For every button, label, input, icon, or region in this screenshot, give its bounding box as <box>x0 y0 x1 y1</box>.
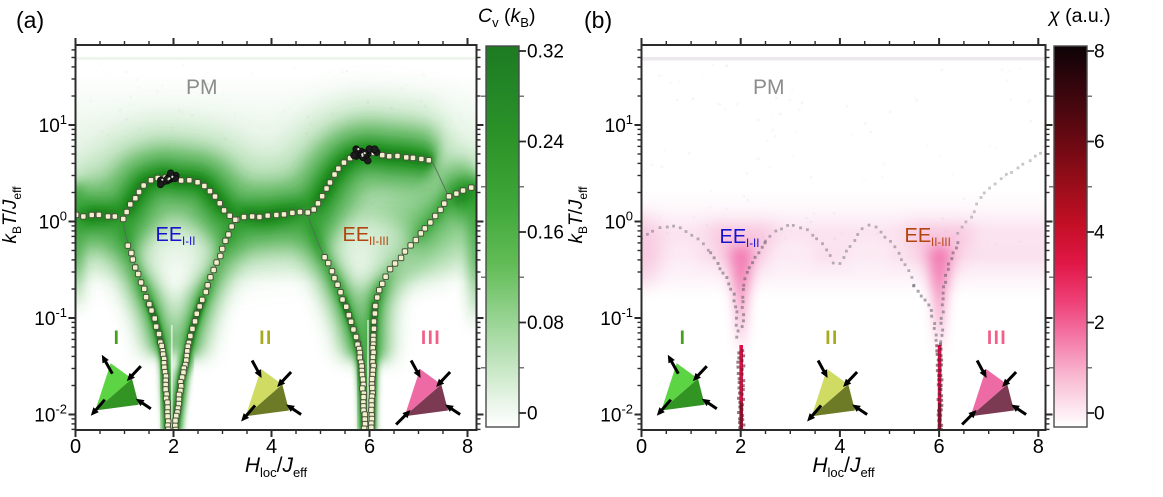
svg-text:Hloc/Jeff: Hloc/Jeff <box>812 454 875 480</box>
svg-text:EE: EE <box>720 226 747 248</box>
svg-text:Hloc/Jeff: Hloc/Jeff <box>245 454 308 480</box>
svg-text:0.32: 0.32 <box>527 42 564 63</box>
svg-text:8: 8 <box>1094 42 1105 63</box>
svg-text:2: 2 <box>735 436 746 458</box>
svg-text:EE: EE <box>343 224 370 246</box>
svg-text:Cv (kB): Cv (kB) <box>478 5 535 30</box>
svg-text:kBT/Jeff: kBT/Jeff <box>566 186 590 244</box>
svg-text:II-III: II-III <box>931 237 951 249</box>
svg-text:0: 0 <box>527 404 538 425</box>
svg-text:PM: PM <box>186 76 218 99</box>
svg-text:III: III <box>987 328 1007 349</box>
svg-text:I-II: I-II <box>182 236 195 248</box>
svg-text:8: 8 <box>1033 436 1044 458</box>
svg-text:0: 0 <box>1094 404 1105 425</box>
svg-text:0.08: 0.08 <box>527 313 564 334</box>
svg-text:100: 100 <box>39 209 67 234</box>
svg-text:0: 0 <box>636 436 647 458</box>
svg-text:II: II <box>259 328 273 349</box>
svg-text:101: 101 <box>605 112 633 137</box>
svg-text:(a): (a) <box>16 7 44 33</box>
svg-text:I-II: I-II <box>746 238 759 250</box>
svg-text:EE: EE <box>156 224 183 246</box>
svg-text:0.16: 0.16 <box>527 223 564 244</box>
svg-text:4: 4 <box>1094 223 1105 244</box>
svg-text:PM: PM <box>753 76 785 99</box>
svg-text:2: 2 <box>168 436 179 458</box>
svg-text:I: I <box>680 328 687 349</box>
svg-text:II: II <box>825 328 839 349</box>
svg-text:6: 6 <box>934 436 945 458</box>
svg-text:4: 4 <box>266 436 277 458</box>
svg-text:4: 4 <box>834 436 845 458</box>
svg-text:6: 6 <box>364 436 375 458</box>
svg-text:III: III <box>421 328 441 349</box>
svg-text:II-III: II-III <box>369 236 389 248</box>
svg-text:χ (a.u.): χ (a.u.) <box>1047 5 1111 27</box>
svg-text:8: 8 <box>462 436 473 458</box>
svg-text:I: I <box>114 328 121 349</box>
svg-text:kBT/Jeff: kBT/Jeff <box>0 186 24 244</box>
svg-text:EE: EE <box>905 225 932 247</box>
svg-text:0: 0 <box>70 436 81 458</box>
svg-text:6: 6 <box>1094 132 1105 153</box>
svg-text:(b): (b) <box>584 7 612 33</box>
svg-text:2: 2 <box>1094 313 1105 334</box>
svg-text:0.24: 0.24 <box>527 132 564 153</box>
